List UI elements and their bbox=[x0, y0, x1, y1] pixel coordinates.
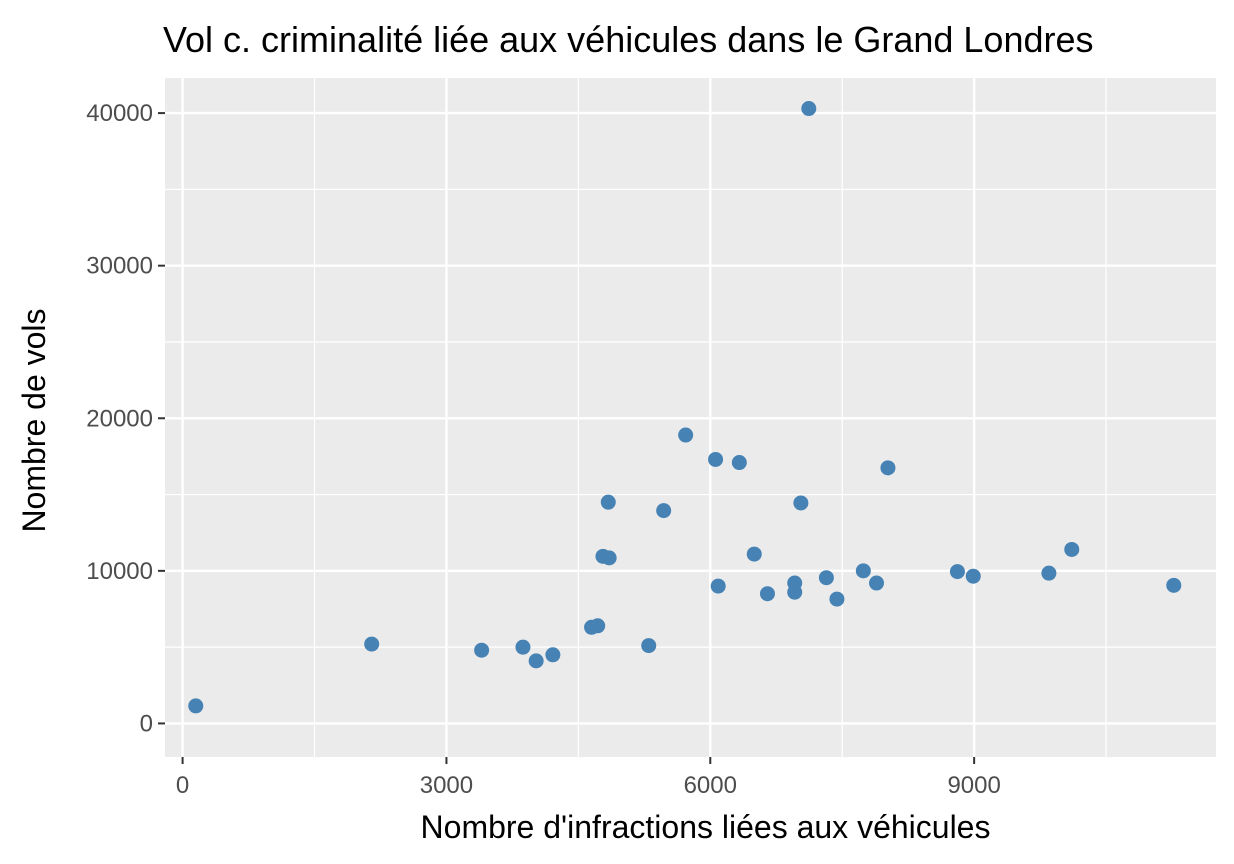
data-point bbox=[731, 455, 747, 471]
data-point bbox=[528, 653, 544, 669]
data-point bbox=[708, 451, 724, 467]
data-point bbox=[601, 550, 617, 566]
y-axis-ticks: 0 10000 20000 30000 40000 bbox=[86, 100, 165, 737]
data-point bbox=[600, 494, 616, 510]
data-point bbox=[793, 495, 809, 511]
x-tick-label: 3000 bbox=[420, 772, 473, 799]
major-gridlines bbox=[165, 78, 1216, 757]
x-tick-label: 9000 bbox=[947, 772, 1000, 799]
y-tick-label: 30000 bbox=[86, 253, 153, 280]
y-axis-label: Nombre de vols bbox=[16, 308, 52, 532]
y-tick-label: 10000 bbox=[86, 558, 153, 585]
data-point bbox=[949, 564, 965, 580]
data-point bbox=[829, 591, 845, 607]
data-point bbox=[880, 460, 896, 476]
data-point bbox=[678, 427, 694, 443]
data-point bbox=[188, 698, 204, 714]
data-point bbox=[1064, 541, 1080, 557]
data-points bbox=[188, 101, 1182, 714]
data-point bbox=[1166, 577, 1182, 593]
data-point bbox=[869, 575, 885, 591]
x-axis-ticks: 0 3000 6000 9000 bbox=[176, 757, 1001, 799]
x-tick-label: 0 bbox=[176, 772, 189, 799]
y-tick-label: 40000 bbox=[86, 100, 153, 127]
data-point bbox=[818, 570, 834, 586]
data-point bbox=[364, 636, 380, 652]
data-point bbox=[746, 546, 762, 562]
y-tick-label: 20000 bbox=[86, 405, 153, 432]
data-point bbox=[801, 101, 817, 117]
data-point bbox=[787, 584, 803, 600]
data-point bbox=[855, 563, 871, 579]
data-point bbox=[590, 618, 606, 634]
chart-title: Vol c. criminalité liée aux véhicules da… bbox=[163, 19, 1094, 60]
data-point bbox=[641, 638, 657, 654]
data-point bbox=[759, 586, 775, 602]
data-point bbox=[656, 503, 672, 519]
x-tick-label: 6000 bbox=[684, 772, 737, 799]
data-point bbox=[515, 639, 531, 655]
data-point bbox=[1041, 565, 1057, 581]
data-point bbox=[710, 578, 726, 594]
data-point bbox=[474, 642, 490, 658]
data-point bbox=[965, 568, 981, 584]
data-point bbox=[545, 647, 561, 663]
y-tick-label: 0 bbox=[140, 710, 153, 737]
x-axis-label: Nombre d'infractions liées aux véhicules bbox=[421, 809, 991, 845]
